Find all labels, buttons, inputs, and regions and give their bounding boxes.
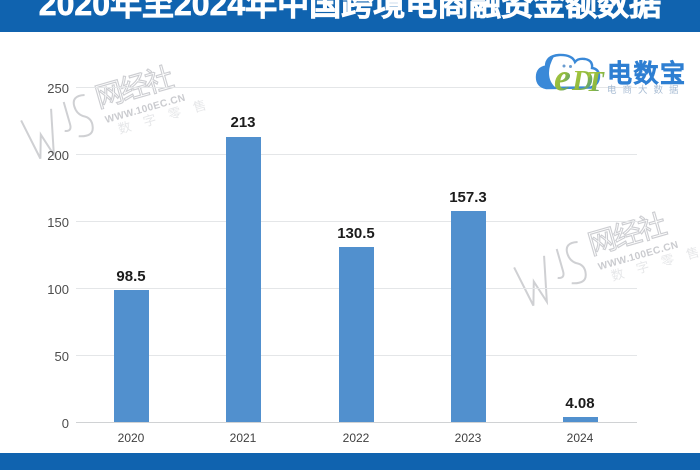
svg-text:T: T [586,66,605,98]
svg-text:电商大数据: 电商大数据 [607,84,685,96]
svg-text:e: e [554,57,571,98]
svg-text:D: D [571,65,593,97]
svg-text:电数宝: 电数宝 [607,59,687,88]
